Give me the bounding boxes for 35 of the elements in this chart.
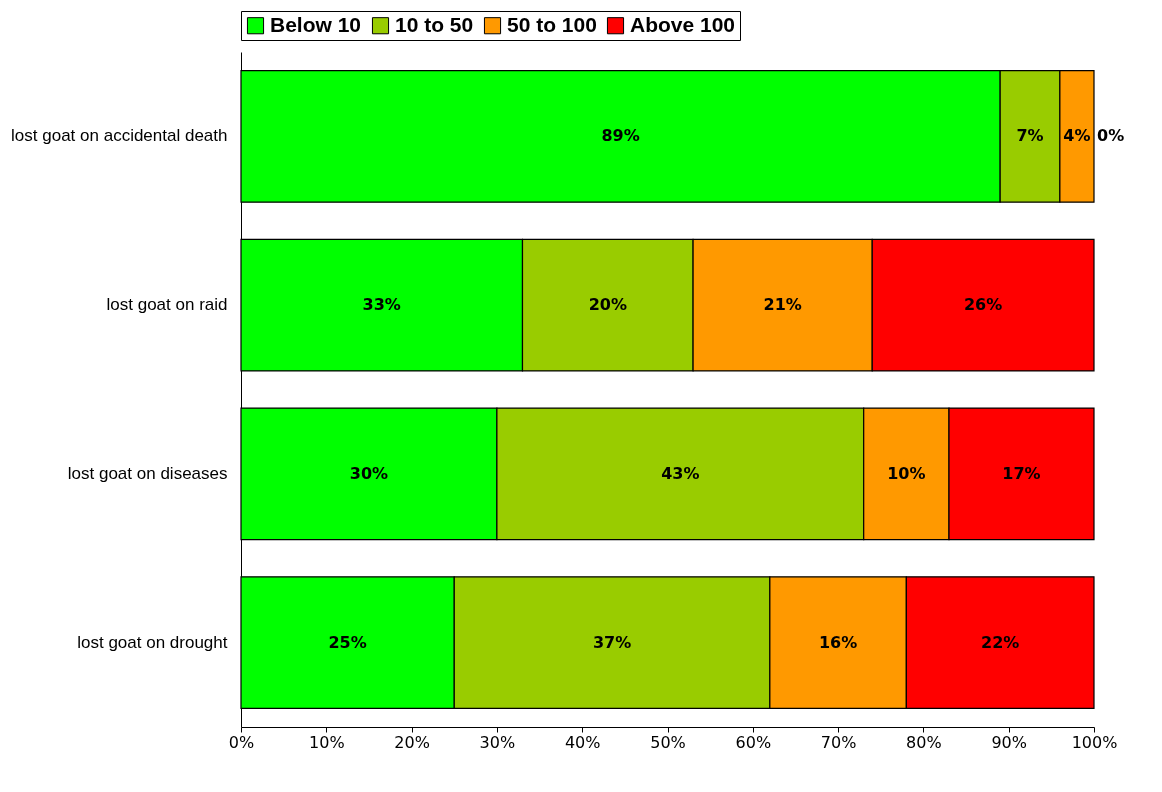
data-label: 26% xyxy=(963,295,1003,315)
x-tick-label: 60% xyxy=(735,732,772,752)
legend-label: Below 10 xyxy=(270,12,362,36)
data-label: 4% xyxy=(1063,126,1091,146)
data-label: 33% xyxy=(362,295,401,315)
data-label: 25% xyxy=(328,632,367,652)
legend-label: 50 to 100 xyxy=(507,12,597,36)
data-label: 37% xyxy=(592,632,632,652)
legend-label: 10 to 50 xyxy=(395,12,474,36)
data-label: 30% xyxy=(349,463,389,483)
data-label: 10% xyxy=(887,463,926,483)
x-tick-label: 80% xyxy=(906,732,942,752)
data-label: 17% xyxy=(1002,463,1041,483)
data-label: 20% xyxy=(588,295,627,315)
x-tick-label: 70% xyxy=(820,732,857,752)
data-label: 89% xyxy=(601,126,640,146)
y-tick-label: lost goat on raid xyxy=(106,295,228,315)
x-tick-label: 90% xyxy=(991,732,1027,752)
data-label: 0% xyxy=(1097,126,1125,146)
x-tick-label: 20% xyxy=(394,732,430,752)
data-label: 7% xyxy=(1016,126,1044,146)
y-tick-label: lost goat on diseases xyxy=(67,463,228,483)
data-label: 43% xyxy=(661,463,700,483)
x-tick-label: 50% xyxy=(650,732,686,752)
x-tick-label: 30% xyxy=(479,732,516,752)
y-tick-label: lost goat on drought xyxy=(77,632,228,652)
x-tick-label: 0% xyxy=(228,732,255,752)
data-label: 21% xyxy=(763,295,802,315)
data-label: 22% xyxy=(981,632,1020,652)
y-tick-label: lost goat on accidental death xyxy=(11,126,228,146)
x-tick-label: 10% xyxy=(309,732,345,752)
legend-label: Above 100 xyxy=(630,12,736,36)
data-label: 16% xyxy=(818,632,858,652)
x-tick-label: 100% xyxy=(1071,732,1118,752)
x-tick-label: 40% xyxy=(564,732,601,752)
